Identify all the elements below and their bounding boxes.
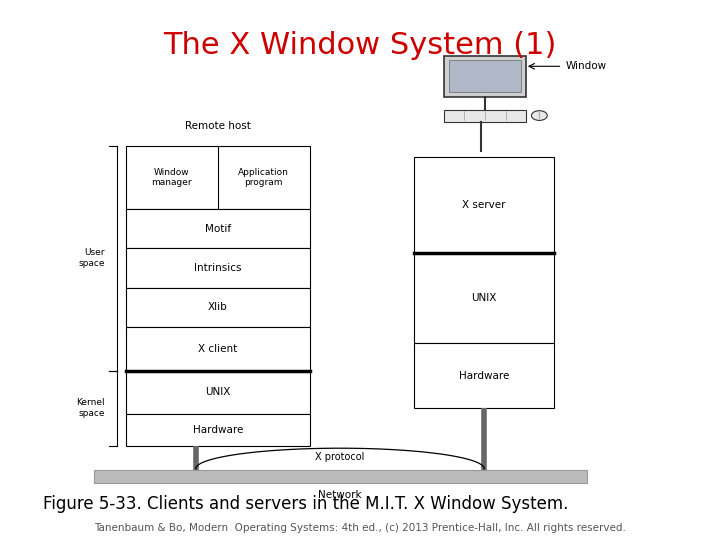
Text: Window: Window (566, 61, 607, 71)
FancyBboxPatch shape (449, 60, 521, 92)
FancyBboxPatch shape (126, 414, 310, 446)
Text: X server: X server (462, 200, 506, 210)
FancyBboxPatch shape (126, 288, 310, 327)
Text: Tanenbaum & Bo, Modern  Operating Systems: 4th ed., (c) 2013 Prentice-Hall, Inc.: Tanenbaum & Bo, Modern Operating Systems… (94, 523, 626, 533)
Text: Application
program: Application program (238, 167, 289, 187)
FancyBboxPatch shape (126, 146, 310, 209)
FancyBboxPatch shape (444, 56, 526, 97)
Text: Figure 5-33. Clients and servers in the M.I.T. X Window System.: Figure 5-33. Clients and servers in the … (43, 495, 569, 513)
FancyBboxPatch shape (126, 327, 310, 370)
FancyBboxPatch shape (444, 110, 526, 122)
Text: Hardware: Hardware (193, 425, 243, 435)
Text: UNIX: UNIX (205, 387, 230, 397)
Text: User
space: User space (78, 248, 105, 268)
Text: Remote host: Remote host (185, 120, 251, 131)
FancyBboxPatch shape (414, 157, 554, 253)
FancyBboxPatch shape (126, 248, 310, 288)
Text: UNIX: UNIX (472, 293, 497, 303)
Text: Xlib: Xlib (208, 302, 228, 313)
Text: X client: X client (198, 344, 238, 354)
Text: Kernel
space: Kernel space (76, 399, 105, 418)
Ellipse shape (531, 111, 547, 120)
Text: Window
manager: Window manager (152, 167, 192, 187)
Text: Network: Network (318, 490, 362, 500)
Text: Intrinsics: Intrinsics (194, 263, 241, 273)
FancyBboxPatch shape (414, 343, 554, 408)
FancyBboxPatch shape (126, 209, 310, 248)
FancyBboxPatch shape (126, 370, 310, 414)
Text: Hardware: Hardware (459, 370, 509, 381)
Text: The X Window System (1): The X Window System (1) (163, 31, 557, 60)
FancyBboxPatch shape (414, 253, 554, 343)
Text: X protocol: X protocol (315, 453, 364, 462)
Text: Motif: Motif (204, 224, 231, 234)
FancyBboxPatch shape (94, 470, 587, 483)
